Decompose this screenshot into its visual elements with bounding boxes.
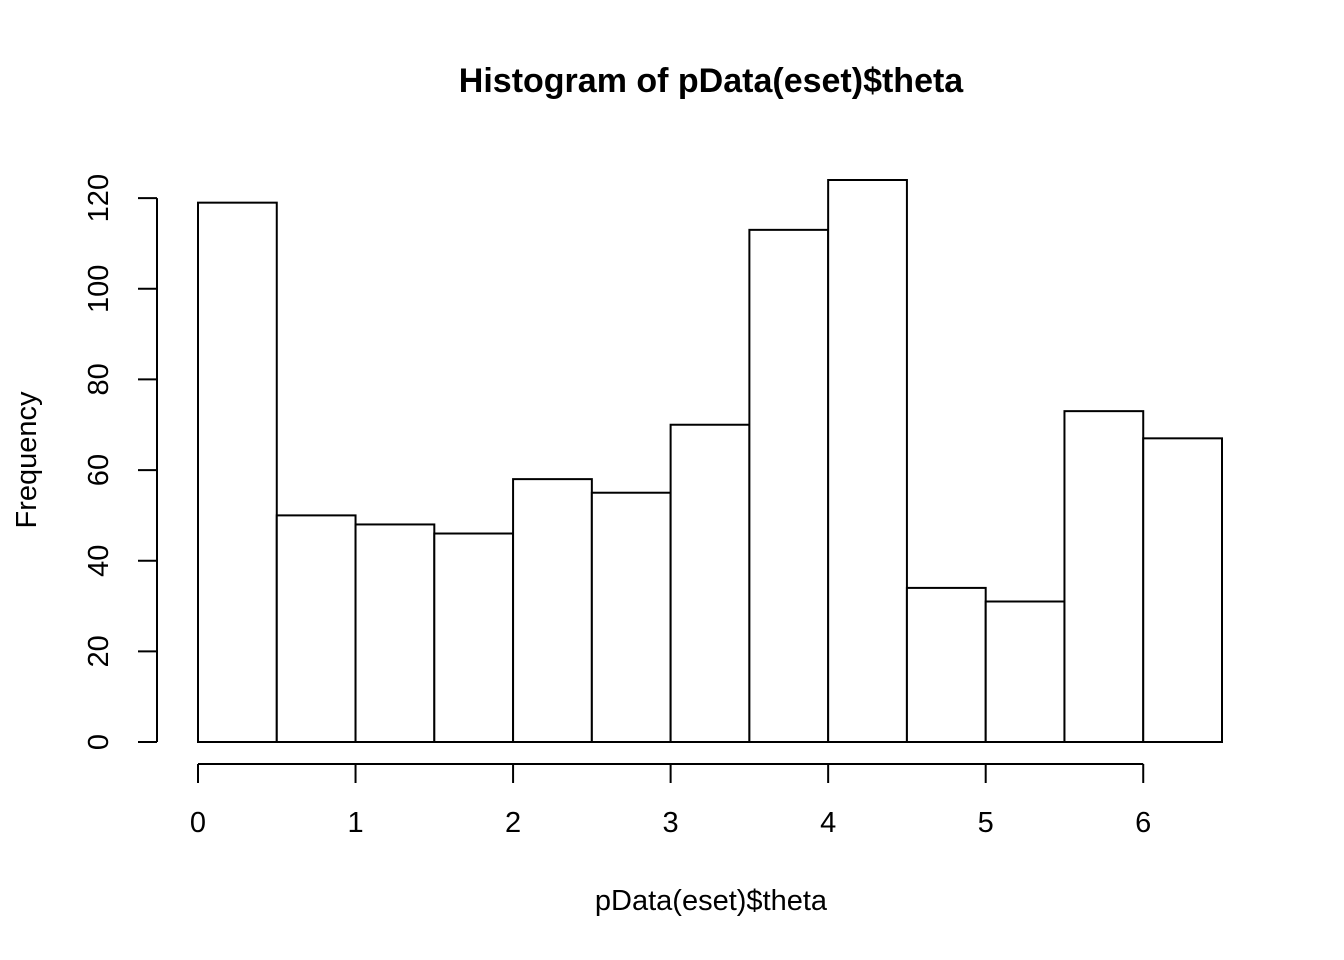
- x-tick-label-3: 3: [663, 807, 679, 839]
- x-tick-label-1: 1: [347, 807, 363, 839]
- histogram-bar-7: [748, 228, 830, 743]
- histogram-bar-0: [197, 201, 278, 743]
- histogram-bar-10: [984, 600, 1066, 743]
- x-tick-label-6: 6: [1135, 807, 1151, 839]
- y-tick-label-6: 120: [83, 174, 115, 222]
- y-axis: 0 20 40 60 80 100 120: [83, 174, 158, 750]
- histogram-bar-5: [590, 491, 672, 743]
- y-axis-label: Frequency: [11, 391, 43, 529]
- histogram-bar-4: [512, 478, 593, 743]
- y-tick-label-4: 80: [83, 363, 115, 395]
- histogram-bar-11: [1063, 410, 1145, 743]
- y-tick-label-1: 20: [83, 635, 115, 667]
- bars-group: [197, 179, 1223, 743]
- x-tick-label-4: 4: [820, 807, 836, 839]
- histogram-bar-9: [905, 586, 987, 743]
- y-tick-label-0: 0: [83, 734, 115, 750]
- histogram-bar-12: [1142, 437, 1223, 743]
- y-tick-label-5: 100: [83, 265, 115, 313]
- chart-title: Histogram of pData(eset)$theta: [459, 62, 965, 100]
- x-axis: 0 1 2 3 4 5 6: [190, 763, 1151, 839]
- histogram-bar-3: [433, 532, 515, 743]
- histogram-bar-8: [827, 179, 908, 743]
- x-axis-label: pData(eset)$theta: [595, 885, 828, 917]
- x-tick-label-5: 5: [978, 807, 994, 839]
- x-tick-label-2: 2: [505, 807, 521, 839]
- x-tick-label-0: 0: [190, 807, 206, 839]
- y-tick-label-3: 60: [83, 454, 115, 486]
- histogram-bar-6: [669, 423, 751, 743]
- histogram-bar-2: [354, 523, 436, 743]
- y-tick-label-2: 40: [83, 545, 115, 577]
- histogram-bar-1: [275, 514, 357, 743]
